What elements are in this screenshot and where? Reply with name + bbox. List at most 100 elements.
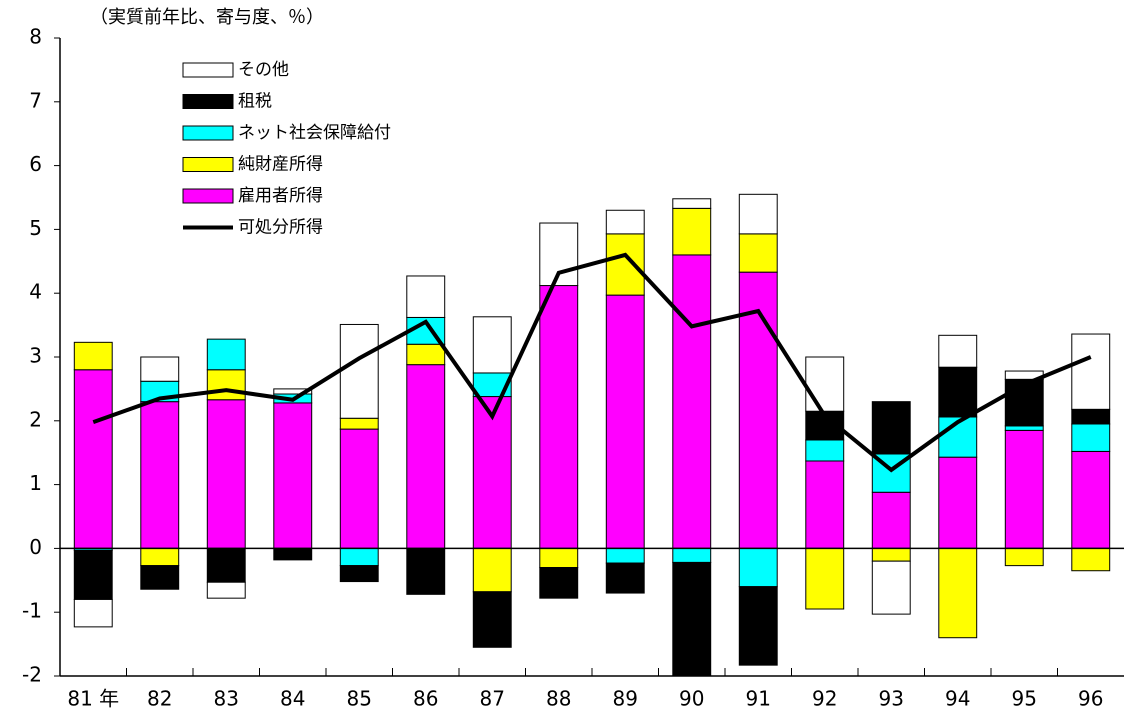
bar (805, 460, 845, 549)
bar (605, 294, 645, 549)
bar (605, 209, 645, 235)
bar (1004, 378, 1044, 427)
bar (605, 233, 645, 296)
bar (339, 417, 379, 430)
bar (339, 547, 379, 567)
legend-label: 租税 (238, 92, 272, 112)
y-tick-label: -2 (22, 663, 42, 687)
line (92, 252, 1092, 473)
bar (1071, 423, 1111, 452)
bar (140, 356, 180, 382)
x-tick-label: 94 (945, 687, 970, 711)
bar (539, 547, 579, 569)
y-tick-label: 2 (29, 407, 42, 431)
bar (938, 334, 978, 368)
bar (1004, 547, 1044, 567)
bar (339, 565, 379, 583)
bar (805, 439, 845, 462)
bar (472, 591, 512, 648)
bar (605, 562, 645, 594)
bar (672, 198, 712, 209)
bar (206, 547, 246, 583)
legend-label: 純財産所得 (238, 155, 323, 175)
bar (805, 356, 845, 412)
legend-swatch (182, 125, 234, 141)
bar (805, 547, 845, 610)
x-tick-label: 89 (613, 687, 638, 711)
legend-swatch (182, 188, 234, 204)
bar (273, 402, 313, 549)
bar (938, 456, 978, 549)
x-tick-label: 96 (1078, 687, 1103, 711)
bar (472, 396, 512, 549)
legend-swatch (182, 94, 234, 109)
x-tick-label: 93 (879, 687, 904, 711)
legend-label: 雇用者所得 (238, 186, 323, 206)
bar (871, 560, 911, 615)
y-tick-label: 0 (29, 535, 42, 559)
bar (140, 565, 180, 590)
legend-label: 可処分所得 (238, 218, 323, 238)
y-tick-label: -1 (22, 599, 42, 623)
bar (206, 369, 246, 401)
bar (206, 581, 246, 599)
y-tick-label: 7 (29, 88, 42, 112)
bar (539, 285, 579, 549)
bar (1004, 429, 1044, 549)
bar (871, 491, 911, 549)
x-tick-label: 82 (147, 687, 172, 711)
bar (1071, 547, 1111, 572)
x-tick-label: 85 (347, 687, 372, 711)
y-tick-label: 5 (29, 216, 42, 240)
legend-swatch (182, 62, 234, 78)
bar (938, 547, 978, 639)
x-tick-label: 91 (746, 687, 771, 711)
y-tick-label: 8 (29, 25, 42, 49)
bar (406, 547, 446, 595)
bar (672, 254, 712, 549)
bar (605, 547, 645, 564)
bar (406, 364, 446, 549)
y-tick-label: 3 (29, 344, 42, 368)
bar (73, 598, 113, 628)
bar (206, 338, 246, 371)
bar (339, 323, 379, 419)
bar (472, 547, 512, 593)
bar (1071, 408, 1111, 425)
bar (938, 366, 978, 418)
y-tick-label: 4 (29, 280, 42, 304)
bar (738, 233, 778, 273)
bar (273, 547, 313, 561)
bar (73, 369, 113, 549)
bar (871, 547, 911, 562)
bar (738, 586, 778, 666)
bar (206, 399, 246, 549)
x-tick-label: 81 年 (67, 687, 119, 711)
legend-label: その他 (238, 60, 289, 80)
y-tick-label: 1 (29, 471, 42, 495)
bar (140, 547, 180, 567)
bar (871, 401, 911, 455)
x-tick-label: 87 (480, 687, 505, 711)
bar (73, 341, 113, 371)
legend-swatch (182, 157, 234, 172)
x-tick-label: 84 (280, 687, 305, 711)
bar (738, 271, 778, 549)
bar (738, 547, 778, 588)
x-tick-label: 95 (1012, 687, 1037, 711)
bar (672, 207, 712, 256)
bar (738, 193, 778, 235)
x-tick-label: 88 (546, 687, 571, 711)
bar (339, 428, 379, 549)
bar (406, 343, 446, 366)
bar (140, 401, 180, 549)
bar (273, 388, 313, 395)
x-tick-label: 86 (413, 687, 438, 711)
bar (672, 547, 712, 563)
unit-label: （実質前年比、寄与度、％） (90, 7, 324, 28)
x-tick-label: 92 (812, 687, 837, 711)
bar (672, 561, 712, 677)
x-tick-label: 83 (214, 687, 239, 711)
bar (1071, 333, 1111, 410)
